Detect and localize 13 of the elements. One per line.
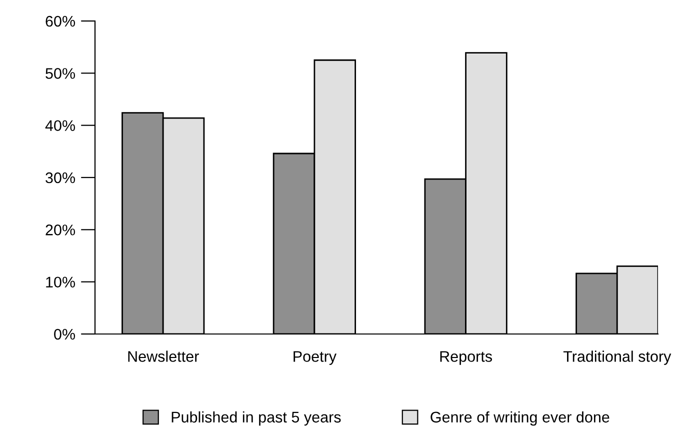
x-tick-label: Traditional story [563,350,672,365]
y-tick-label: 0% [54,328,76,340]
y-tick-label: 40% [45,120,76,132]
y-tick-label: 60% [46,16,76,27]
y-tick-label: 50% [46,68,76,79]
x-tick-label: Newsletter [128,350,199,362]
y-tick-label: 10% [46,276,76,288]
y-tick-label: 30% [46,172,76,184]
legend-label: Genre of writing ever done [430,411,610,426]
x-tick-label: Reports [440,351,492,365]
legend-label: Published in past 5 years [172,411,341,426]
y-tick-label: 20% [46,224,76,236]
x-tick-label: Poetry [294,351,336,365]
